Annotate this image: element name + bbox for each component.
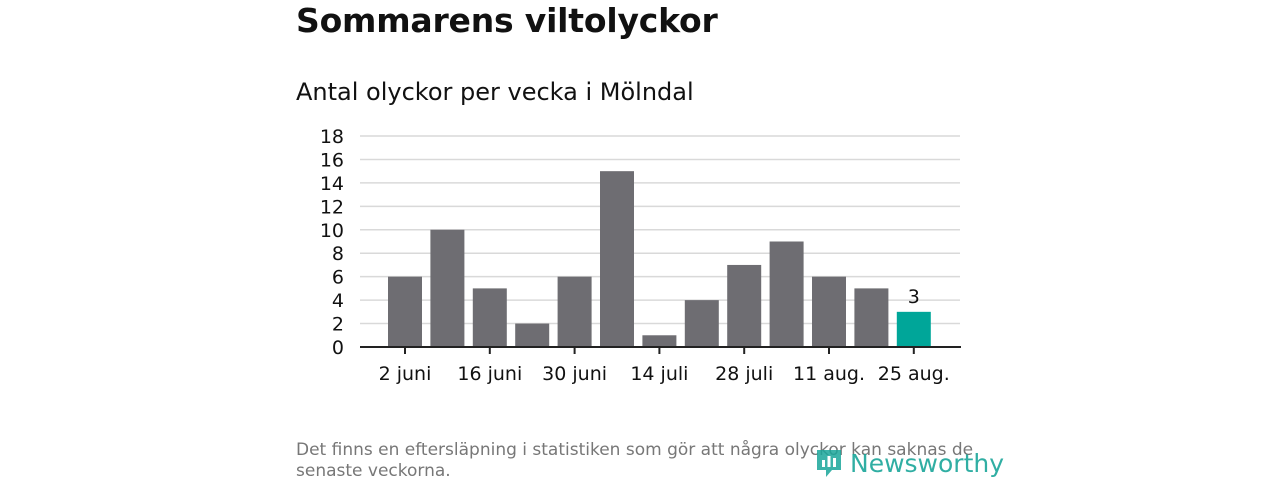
bar [472, 288, 507, 347]
bar [600, 171, 634, 347]
bar [684, 300, 719, 347]
newsworthy-logo-text: Newsworthy [850, 448, 1005, 478]
bar [557, 276, 592, 347]
bar-highlight [896, 311, 931, 347]
x-tick-label: 14 juli [630, 363, 688, 385]
x-tick-label: 25 aug. [878, 363, 950, 385]
x-tick-label: 28 juli [715, 363, 773, 385]
bar [430, 229, 465, 347]
x-tick-label: 30 juni [542, 363, 607, 385]
y-tick-label: 2 [332, 314, 344, 336]
bar [515, 323, 550, 347]
bar [769, 241, 804, 347]
chart-subtitle: Antal olyckor per vecka i Mölndal [296, 78, 694, 106]
bar [854, 288, 889, 347]
bar [727, 264, 762, 347]
data-label: 3 [908, 286, 920, 308]
y-tick-label: 12 [320, 196, 344, 218]
footnote: Det finns en eftersläpning i statistiken… [296, 440, 974, 481]
y-tick-label: 16 [320, 149, 344, 171]
y-tick-label: 6 [332, 267, 344, 289]
x-tick-label: 11 aug. [793, 363, 865, 385]
bar [642, 335, 677, 347]
y-tick-label: 18 [320, 126, 344, 148]
newsworthy-logo-icon [817, 450, 841, 477]
y-tick-label: 10 [320, 220, 344, 242]
chart-title: Sommarens viltolyckor [296, 1, 718, 40]
x-tick-label: 16 juni [457, 363, 522, 385]
y-tick-label: 14 [320, 173, 344, 195]
y-tick-label: 4 [332, 290, 344, 312]
bar [388, 276, 422, 347]
y-tick-label: 8 [332, 243, 344, 265]
y-tick-label: 0 [332, 337, 344, 359]
newsworthy-logo: Newsworthy [814, 446, 1004, 480]
x-tick-label: 2 juni [379, 363, 432, 385]
bar [812, 276, 846, 347]
